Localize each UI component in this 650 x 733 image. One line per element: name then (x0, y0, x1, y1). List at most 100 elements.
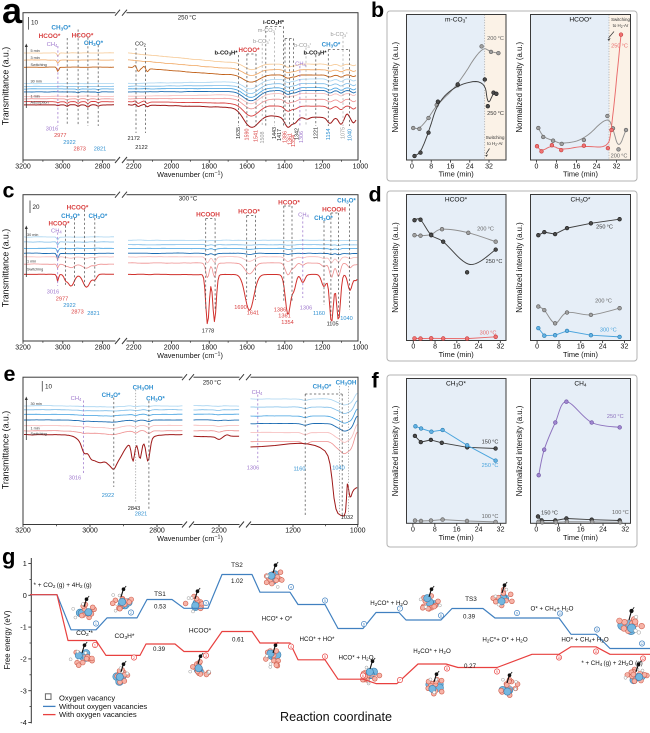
svg-text:g: g (2, 544, 15, 569)
svg-text:9: 9 (496, 670, 498, 674)
svg-text:0.27: 0.27 (464, 663, 477, 670)
svg-text:Switching: Switching (27, 268, 43, 272)
svg-text:Time (min): Time (min) (439, 533, 474, 542)
svg-text:2: 2 (130, 611, 132, 615)
svg-text:1: 1 (95, 622, 97, 626)
svg-text:7: 7 (399, 607, 401, 611)
svg-text:11: 11 (595, 628, 599, 632)
svg-text:100 °C: 100 °C (612, 510, 629, 516)
svg-text:HCOO*: HCOO* (278, 200, 300, 207)
svg-text:12: 12 (640, 642, 644, 646)
svg-text:24: 24 (599, 344, 607, 351)
svg-text:1306: 1306 (300, 306, 312, 312)
svg-text:c: c (3, 179, 15, 203)
svg-text:0: 0 (23, 591, 27, 600)
svg-text:b-CO3​•​: b-CO3​•​ (253, 37, 271, 45)
svg-text:-4: -4 (20, 718, 27, 727)
svg-text:32: 32 (485, 164, 493, 171)
svg-text:7: 7 (399, 679, 401, 683)
svg-text:1361: 1361 (278, 314, 290, 320)
svg-text:150 °C: 150 °C (541, 511, 558, 517)
svg-text:1200: 1200 (285, 528, 301, 535)
svg-text:8: 8 (440, 614, 442, 618)
svg-text:1600: 1600 (239, 164, 255, 171)
svg-text:Time (min): Time (min) (563, 350, 598, 359)
svg-text:3200: 3200 (15, 345, 31, 352)
svg-text:0: 0 (411, 527, 415, 534)
svg-text:3 min: 3 min (31, 56, 40, 60)
svg-text:b-CO3​H*: b-CO3​H* (215, 51, 239, 57)
svg-text:5 min: 5 min (31, 49, 40, 53)
svg-text:1635: 1635 (236, 127, 242, 139)
svg-text:3000: 3000 (55, 345, 71, 352)
svg-text:f: f (372, 369, 380, 393)
svg-text:200 °C: 200 °C (487, 36, 504, 42)
svg-text:2821: 2821 (135, 512, 147, 518)
svg-text:1000: 1000 (353, 164, 369, 171)
svg-text:32: 32 (613, 164, 621, 171)
svg-text:HCO* + H2​O: HCO* + H2​O (338, 655, 373, 662)
svg-text:1641: 1641 (247, 311, 259, 317)
svg-text:3: 3 (205, 602, 207, 606)
svg-text:1306: 1306 (247, 466, 259, 472)
svg-text:150 °C: 150 °C (482, 439, 499, 445)
svg-text:2800: 2800 (95, 164, 111, 171)
svg-text:250 °C: 250 °C (482, 463, 499, 469)
svg-text:Switching: Switching (486, 135, 505, 140)
svg-text:CH4​: CH4​ (298, 213, 309, 219)
svg-text:2873: 2873 (71, 310, 83, 316)
svg-text:b-CO3​•​: b-CO3​•​ (294, 41, 312, 49)
svg-text:With oxygen vacancies: With oxygen vacancies (59, 710, 137, 719)
svg-text:CH3​OH: CH3​OH (133, 385, 154, 392)
svg-text:TS1: TS1 (154, 591, 166, 598)
svg-text:3016: 3016 (47, 290, 59, 296)
svg-text:20: 20 (33, 204, 41, 211)
svg-text:d: d (369, 183, 382, 207)
svg-text:HCOO*: HCOO* (49, 221, 71, 228)
svg-text:10: 10 (558, 612, 562, 616)
svg-text:CH3​OH: CH3​OH (336, 380, 357, 387)
svg-text:HCOOH: HCOOH (322, 207, 346, 214)
svg-text:24: 24 (599, 527, 607, 534)
svg-text:HCOO*: HCOO* (72, 33, 94, 40)
svg-text:b-CO3​•​: b-CO3​•​ (330, 30, 348, 38)
svg-text:HCOO*: HCOO* (67, 205, 89, 212)
svg-text:1075: 1075 (341, 127, 347, 139)
svg-text:100 °C: 100 °C (482, 514, 499, 520)
svg-text:1 min: 1 min (31, 427, 40, 431)
svg-text:9: 9 (516, 612, 518, 616)
svg-text:Normalized intensity (a.u.): Normalized intensity (a.u.) (391, 405, 400, 496)
svg-text:3200: 3200 (15, 164, 31, 171)
svg-text:1508: 1508 (260, 132, 266, 144)
svg-text:HCOO*: HCOO* (239, 47, 261, 54)
svg-text:2821: 2821 (87, 311, 99, 317)
svg-text:2922: 2922 (63, 140, 75, 146)
svg-text:Normalized intensity (a.u.): Normalized intensity (a.u.) (515, 405, 524, 496)
svg-text:1200: 1200 (315, 164, 331, 171)
svg-text:250 °C: 250 °C (486, 259, 503, 265)
svg-text:250 °C: 250 °C (596, 225, 613, 231)
svg-text:2977: 2977 (56, 297, 68, 303)
svg-text:32: 32 (496, 344, 504, 351)
svg-text:1: 1 (23, 559, 27, 568)
svg-text:24: 24 (475, 527, 483, 534)
svg-text:10: 10 (31, 20, 39, 27)
svg-text:Time (min): Time (min) (439, 170, 474, 179)
svg-text:CH4​: CH4​ (252, 390, 263, 396)
svg-text:300 °C: 300 °C (480, 330, 497, 336)
svg-text:3016: 3016 (69, 476, 81, 482)
svg-text:30 min: 30 min (27, 233, 38, 237)
svg-text:0.61: 0.61 (232, 637, 245, 644)
svg-text:1690: 1690 (234, 305, 246, 311)
svg-text:CO2​: CO2​ (135, 42, 147, 48)
svg-text:Switching: Switching (31, 432, 47, 436)
svg-text:2: 2 (133, 656, 135, 660)
svg-text:0.53: 0.53 (154, 604, 167, 611)
svg-text:Wavenumber (cm−1​): Wavenumber (cm−1​) (157, 534, 223, 543)
svg-text:Reaction coordinate: Reaction coordinate (280, 710, 392, 724)
svg-text:1154: 1154 (326, 129, 332, 141)
svg-text:1000: 1000 (350, 528, 366, 535)
svg-text:8: 8 (433, 527, 437, 534)
svg-text:Normalized intensity (a.u.): Normalized intensity (a.u.) (391, 222, 400, 313)
svg-text:200 °C: 200 °C (477, 227, 494, 233)
